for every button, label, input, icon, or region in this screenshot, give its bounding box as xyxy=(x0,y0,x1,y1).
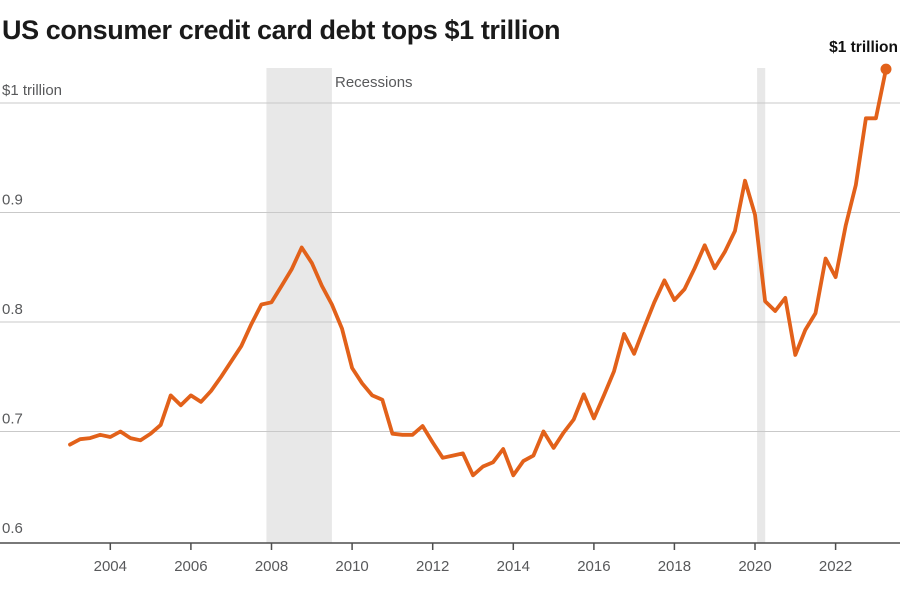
end-point-label: $1 trillion xyxy=(829,39,898,56)
x-tick-label: 2022 xyxy=(819,558,852,575)
x-tick-label: 2008 xyxy=(255,558,288,575)
x-tick-label: 2006 xyxy=(174,558,207,575)
x-tick-label: 2010 xyxy=(335,558,368,575)
x-tick-label: 2012 xyxy=(416,558,449,575)
x-tick-label: 2018 xyxy=(658,558,691,575)
y-tick-label: 0.6 xyxy=(2,520,23,537)
y-tick-label: 0.9 xyxy=(2,192,23,209)
x-tick-label: 2020 xyxy=(738,558,771,575)
end-point-dot xyxy=(880,63,892,75)
y-axis-labels: $1 trillion 0.9 0.8 0.7 0.6 xyxy=(2,82,62,537)
y-tick-label: $1 trillion xyxy=(2,82,62,99)
end-point-marker xyxy=(880,63,892,75)
gridlines xyxy=(0,102,900,432)
y-tick-label: 0.7 xyxy=(2,411,23,428)
recession-bands xyxy=(266,68,766,543)
x-tick-label: 2004 xyxy=(94,558,127,575)
chart-title: US consumer credit card debt tops $1 tri… xyxy=(2,15,560,45)
recession-band xyxy=(266,68,332,543)
x-axis: 2004 2006 2008 2010 2012 2014 2016 2018 2020 2022 xyxy=(0,542,900,575)
x-tick-label: 2016 xyxy=(577,558,610,575)
recessions-label: Recessions xyxy=(335,74,413,91)
recession-band xyxy=(757,68,766,543)
x-tick-label: 2014 xyxy=(497,558,530,575)
y-tick-label: 0.8 xyxy=(2,301,23,318)
debt-line-series xyxy=(68,67,888,478)
debt-line xyxy=(68,67,888,478)
